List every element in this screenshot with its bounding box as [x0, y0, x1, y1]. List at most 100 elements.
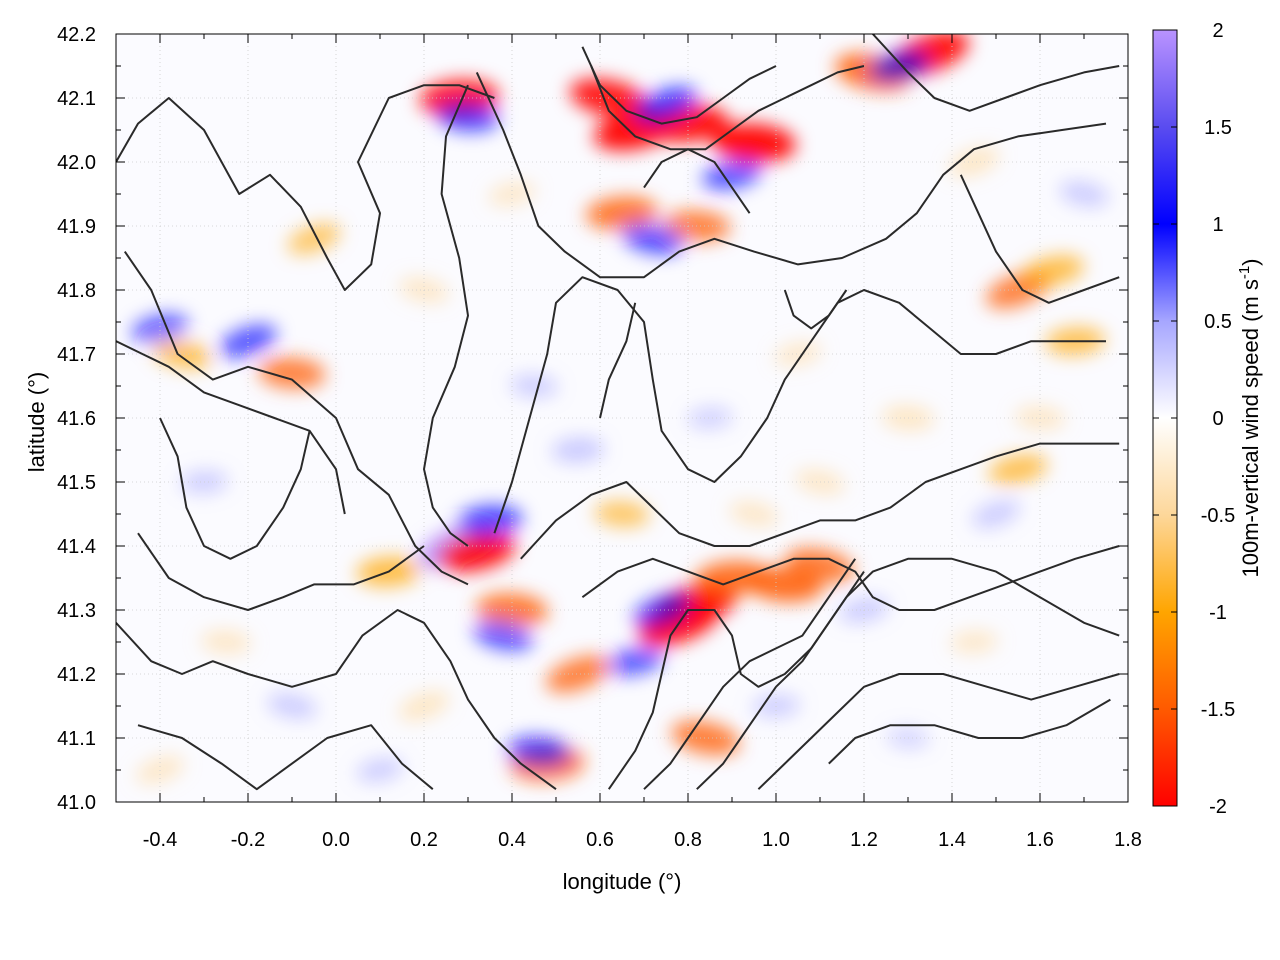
colorbar-tick-label-3: -0.5: [1201, 505, 1235, 527]
field-blob-43: [510, 374, 558, 398]
field-blob-20: [635, 86, 697, 123]
grid: [116, 34, 1128, 802]
y-axis-title: latitude (°): [24, 372, 49, 473]
contour-line-18: [872, 34, 1120, 112]
field-blob-2: [457, 505, 523, 536]
x-tick-label-10: 1.6: [1026, 829, 1054, 851]
y-tick-label-4: 41.4: [57, 536, 96, 558]
colorbar-tick-label-7: 1.5: [1204, 117, 1232, 139]
terrain-contours: [116, 34, 1120, 791]
contour-line-11: [643, 558, 857, 790]
field-blob-41: [988, 454, 1048, 485]
colorbar-tick-label-0: -2: [1209, 796, 1227, 818]
x-tick-label-8: 1.2: [850, 829, 878, 851]
field-blob-33: [258, 357, 326, 389]
colorbar-ticks: -2 -1.5 -1 -0.5 0 0.5 1 1.5 2: [1153, 20, 1235, 818]
field-blob-57: [687, 406, 733, 430]
contour-line-15: [590, 65, 865, 151]
x-tick-label-1: -0.2: [231, 829, 265, 851]
field-blob-36: [131, 313, 189, 343]
colorbar-tick-label-8: 2: [1212, 20, 1223, 42]
contour-line-14: [828, 698, 1111, 765]
contour-line-17: [643, 148, 751, 214]
x-axis-title: longitude (°): [563, 869, 682, 894]
field-blob-1: [437, 532, 516, 572]
plot-area: -0.4 -0.2 0.0 0.2 0.4 0.6 0.8 1.0 1.2 1.4 1.6 1.8 4…: [57, 24, 1142, 851]
field-blob-61: [356, 757, 404, 783]
colorbar-tick-label-6: 1: [1212, 214, 1223, 236]
colorbar-tick-label-5: 0.5: [1204, 311, 1232, 333]
field-blob-9: [785, 547, 855, 583]
field-blob-35: [219, 324, 277, 358]
x-tick-label-9: 1.4: [938, 829, 966, 851]
colorbar-title-sup: -1: [1236, 266, 1253, 279]
field-blob-52: [950, 630, 998, 654]
field-blob-27: [586, 196, 658, 230]
field-blob-34: [152, 338, 212, 370]
y-tick-label-10: 42.0: [57, 152, 96, 174]
contour-line-9: [581, 545, 1120, 611]
field-blob-49: [267, 693, 317, 719]
field-blob-29: [622, 223, 684, 255]
x-tick-label-2: 0.0: [322, 829, 350, 851]
field-blob-54: [1059, 181, 1109, 207]
x-tick-label-5: 0.6: [586, 829, 614, 851]
field-blob-58: [594, 500, 650, 528]
heatmap-field: [131, 34, 1109, 785]
x-tick-label-3: 0.2: [410, 829, 438, 851]
field-blob-14: [671, 720, 740, 756]
contour-line-12: [696, 557, 1120, 790]
y-tick-label-9: 41.9: [57, 216, 96, 238]
field-blob-55: [948, 147, 1000, 177]
y-tick-label-2: 41.2: [57, 664, 96, 686]
x-tick-label-7: 1.0: [762, 829, 790, 851]
contour-line-5: [423, 84, 469, 547]
field-blob-45: [287, 223, 341, 255]
field-blob-15: [545, 655, 611, 693]
field-blob-4: [473, 620, 533, 651]
colorbar-title-main: 100m-vertical wind speed (m s: [1238, 279, 1263, 577]
y-tick-label-0: 41.0: [57, 792, 96, 814]
field-blob-56: [774, 341, 822, 367]
y-axis: 41.0 41.1 41.2 41.3 41.4 41.5 41.6 41.7 41.8 41.9…: [57, 24, 1128, 814]
colorbar-tick-label-2: -1: [1209, 602, 1227, 624]
colorbar-tick-label-1: -1.5: [1201, 699, 1235, 721]
x-tick-label-0: -0.4: [143, 829, 177, 851]
field-blob-23: [436, 102, 500, 132]
y-tick-label-11: 42.1: [57, 88, 96, 110]
contour-line-16: [581, 46, 777, 125]
y-tick-label-6: 41.6: [57, 408, 96, 430]
contour-line-22: [599, 302, 637, 419]
contour-line-8: [520, 442, 1120, 560]
field-blob-13: [507, 736, 570, 766]
contour-line-3: [116, 609, 557, 791]
field-blob-42: [551, 437, 605, 463]
contour-line-2: [137, 532, 425, 611]
colorbar-title-end: ): [1238, 258, 1263, 265]
contour-line-21: [159, 417, 311, 560]
x-axis: -0.4 -0.2 0.0 0.2 0.4 0.6 0.8 1.0 1.2 1.4 1.6 1.8: [115, 34, 1142, 851]
colorbar: -2 -1.5 -1 -0.5 0 0.5 1 1.5 2 100m-vertical wind…: [1152, 20, 1263, 818]
contour-line-23: [783, 289, 848, 330]
field-blob-48: [200, 629, 252, 655]
contour-line-6: [475, 71, 1107, 279]
y-tick-label-5: 41.5: [57, 472, 96, 494]
field-blob-31: [1022, 255, 1084, 287]
field-blob-10: [633, 593, 691, 627]
y-tick-label-1: 41.1: [57, 728, 96, 750]
field-blob-40: [971, 499, 1021, 529]
colorbar-tick-label-4: 0: [1212, 408, 1223, 430]
colorbar-title: 100m-vertical wind speed (m s-1): [1236, 258, 1263, 577]
contour-line-20: [116, 340, 346, 515]
y-tick-label-7: 41.7: [57, 344, 96, 366]
y-tick-label-12: 42.2: [57, 24, 96, 46]
contour-line-13: [757, 673, 1120, 790]
x-tick-label-4: 0.4: [498, 829, 526, 851]
field-blob-26: [869, 50, 929, 82]
contour-line-7: [493, 276, 1106, 534]
x-tick-label-6: 0.8: [674, 829, 702, 851]
y-tick-label-3: 41.3: [57, 600, 96, 622]
contour-line-19: [959, 174, 1120, 304]
field-blob-11: [606, 646, 664, 676]
